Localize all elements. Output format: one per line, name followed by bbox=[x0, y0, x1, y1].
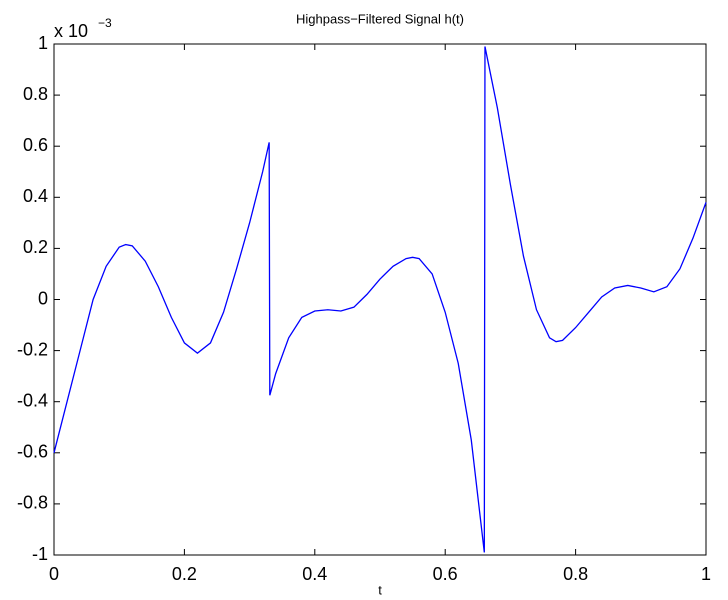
y-tick-label: -0.2 bbox=[17, 339, 48, 359]
signal-line bbox=[53, 46, 707, 553]
y-tick-label: -0.4 bbox=[17, 390, 48, 410]
y-scale-exponent: −3 bbox=[98, 16, 112, 30]
chart-title: Highpass−Filtered Signal h(t) bbox=[296, 11, 464, 26]
x-tick-label: 0 bbox=[49, 564, 59, 584]
x-tick-label: 0.2 bbox=[172, 564, 197, 584]
plot-frame bbox=[53, 43, 707, 556]
y-tick-label: 0.6 bbox=[23, 135, 48, 155]
y-tick-label: 0.2 bbox=[23, 237, 48, 257]
x-tick-label: 0.6 bbox=[433, 564, 458, 584]
y-tick-label: -0.6 bbox=[17, 442, 48, 462]
y-tick-label: -1 bbox=[32, 544, 48, 564]
y-scale-base: x 10 bbox=[54, 21, 88, 41]
x-tick-label: 0.4 bbox=[302, 564, 327, 584]
y-tick-label: 1 bbox=[38, 33, 48, 53]
y-tick-label: 0.8 bbox=[23, 84, 48, 104]
x-axis-label: t bbox=[378, 582, 382, 597]
y-tick-label: -0.8 bbox=[17, 493, 48, 513]
y-tick-label: 0.4 bbox=[23, 186, 48, 206]
x-tick-label: 0.8 bbox=[563, 564, 588, 584]
y-tick-label: 0 bbox=[38, 288, 48, 308]
x-tick-label: 1 bbox=[701, 564, 711, 584]
